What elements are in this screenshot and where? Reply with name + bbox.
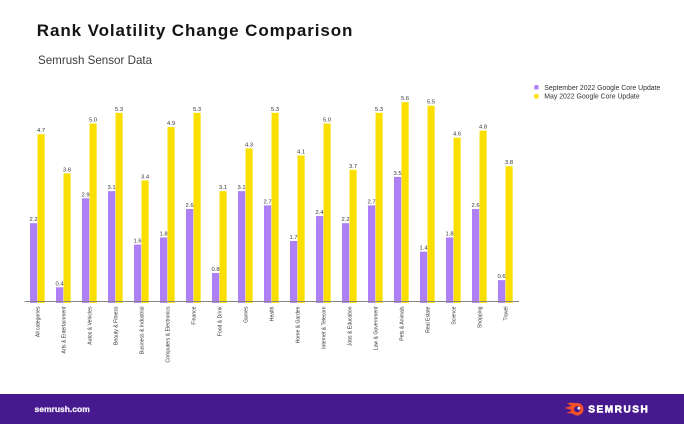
svg-text:4.9: 4.9 (167, 121, 175, 127)
svg-text:Internet & Telecom: Internet & Telecom (322, 307, 328, 349)
svg-text:Science: Science (452, 306, 458, 324)
svg-text:Autos & Vehicles: Autos & Vehicles (88, 306, 94, 345)
svg-text:Jobs & Education: Jobs & Education (348, 306, 354, 346)
svg-text:5.0: 5.0 (323, 118, 331, 124)
svg-text:Shopping: Shopping (478, 306, 484, 328)
svg-text:Rank Volatility Change Compari: Rank Volatility Change Comparison (37, 21, 354, 40)
svg-text:5.5: 5.5 (427, 100, 435, 106)
svg-text:1.6: 1.6 (134, 239, 142, 245)
svg-text:Pets & Animals: Pets & Animals (400, 306, 406, 341)
svg-text:3.1: 3.1 (238, 185, 246, 191)
svg-text:2.9: 2.9 (82, 192, 90, 198)
svg-text:3.8: 3.8 (505, 160, 513, 166)
svg-text:2.6: 2.6 (472, 203, 480, 209)
svg-text:1.8: 1.8 (446, 231, 454, 237)
svg-text:3.6: 3.6 (63, 167, 71, 173)
svg-text:Computers & Electronics: Computers & Electronics (166, 306, 172, 363)
svg-text:All categories: All categories (36, 306, 42, 337)
svg-text:Real Estate: Real Estate (426, 306, 432, 332)
svg-text:2.2: 2.2 (30, 217, 38, 223)
svg-text:4.6: 4.6 (453, 132, 461, 138)
svg-text:Business & Industrial: Business & Industrial (140, 307, 146, 355)
svg-text:1.4: 1.4 (420, 246, 429, 252)
svg-text:5.3: 5.3 (115, 107, 123, 113)
svg-text:3.7: 3.7 (349, 164, 357, 170)
svg-text:September 2022 Google Core Upd: September 2022 Google Core Update (544, 85, 660, 92)
svg-text:5.3: 5.3 (193, 107, 201, 113)
svg-text:Games: Games (244, 306, 250, 323)
svg-text:2.7: 2.7 (368, 199, 376, 205)
svg-text:Beauty & Fitness: Beauty & Fitness (114, 306, 120, 345)
svg-text:4.1: 4.1 (297, 150, 305, 156)
svg-text:2.6: 2.6 (186, 203, 194, 209)
svg-text:Arts & Entertainment: Arts & Entertainment (62, 306, 68, 354)
svg-text:Law & Government: Law & Government (374, 306, 380, 350)
svg-text:1.8: 1.8 (160, 231, 168, 237)
svg-text:Semrush Sensor Data: Semrush Sensor Data (38, 54, 153, 67)
svg-text:SEMRUSH: SEMRUSH (588, 404, 649, 415)
svg-text:3.1: 3.1 (108, 185, 116, 191)
svg-text:5.3: 5.3 (271, 107, 279, 113)
svg-text:3.4: 3.4 (141, 174, 150, 180)
svg-text:5.6: 5.6 (401, 96, 409, 102)
svg-text:Health: Health (270, 306, 276, 321)
svg-text:Food & Drink: Food & Drink (218, 306, 224, 336)
svg-text:4.7: 4.7 (37, 128, 45, 134)
svg-text:3.5: 3.5 (394, 171, 402, 177)
svg-text:Finance: Finance (192, 306, 198, 324)
svg-text:3.1: 3.1 (219, 185, 227, 191)
svg-text:2.2: 2.2 (342, 217, 350, 223)
svg-text:0.4: 0.4 (56, 281, 65, 287)
svg-text:0.8: 0.8 (212, 267, 220, 273)
svg-text:2.4: 2.4 (316, 210, 325, 216)
svg-text:Travel: Travel (504, 307, 510, 321)
svg-text:5.0: 5.0 (89, 118, 97, 124)
svg-text:semrush.com: semrush.com (35, 404, 91, 414)
svg-text:5.3: 5.3 (375, 107, 383, 113)
svg-text:0.6: 0.6 (498, 274, 506, 280)
svg-text:Home & Garden: Home & Garden (296, 306, 302, 343)
svg-text:May 2022 Google Core Update: May 2022 Google Core Update (544, 93, 640, 100)
svg-text:2.7: 2.7 (264, 199, 272, 205)
svg-text:1.7: 1.7 (290, 235, 298, 241)
svg-text:4.3: 4.3 (245, 142, 253, 148)
svg-text:4.8: 4.8 (479, 125, 487, 131)
